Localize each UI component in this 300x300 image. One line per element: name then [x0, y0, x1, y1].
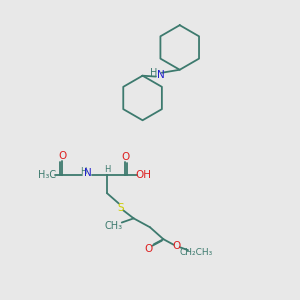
- Text: CH₂CH₃: CH₂CH₃: [180, 248, 213, 257]
- Text: O: O: [58, 151, 66, 160]
- Text: H: H: [104, 165, 110, 174]
- Text: O: O: [122, 152, 130, 161]
- Text: O: O: [172, 241, 181, 251]
- Text: O: O: [144, 244, 153, 254]
- Text: OH: OH: [136, 170, 152, 180]
- Text: S: S: [118, 203, 124, 213]
- Text: N: N: [84, 168, 92, 178]
- Text: H₃C: H₃C: [38, 170, 56, 180]
- Text: H: H: [150, 68, 158, 78]
- Text: CH₃: CH₃: [105, 221, 123, 231]
- Text: H: H: [80, 167, 86, 176]
- Text: N: N: [157, 70, 164, 80]
